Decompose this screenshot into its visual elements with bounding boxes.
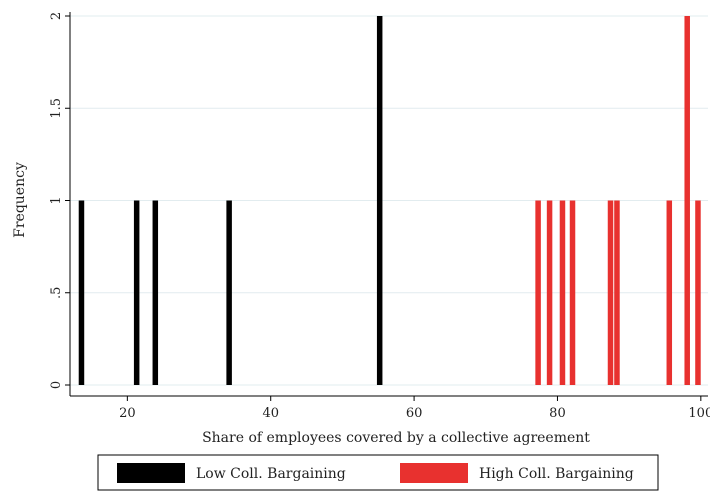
y-tick-label: 1.5 xyxy=(49,98,64,119)
bar-high xyxy=(607,200,614,385)
bar-low xyxy=(133,200,140,385)
x-tick-label: 20 xyxy=(119,406,136,421)
x-tick-label: 100 xyxy=(688,406,710,421)
bar-high xyxy=(684,16,690,385)
y-tick-label: .5 xyxy=(49,287,64,299)
bar-high xyxy=(666,200,673,385)
legend: Low Coll. Bargaining High Coll. Bargaini… xyxy=(97,454,659,491)
legend-label-low: Low Coll. Bargaining xyxy=(196,466,346,482)
legend-box xyxy=(97,454,659,491)
bar-low xyxy=(376,16,383,385)
x-tick-label: 80 xyxy=(549,406,566,421)
x-axis: 20 40 60 80 100 xyxy=(70,395,710,421)
x-axis-title: Share of employees covered by a collecti… xyxy=(202,430,590,446)
bar-high xyxy=(569,200,576,385)
bar-high xyxy=(695,200,701,385)
bar-low xyxy=(226,200,232,385)
bar-high xyxy=(546,200,553,385)
x-tick-label: 40 xyxy=(262,406,279,421)
bar-low xyxy=(152,200,159,385)
x-tick-label: 60 xyxy=(406,406,423,421)
bar-low xyxy=(78,200,85,385)
gridlines xyxy=(70,15,708,386)
bar-high xyxy=(535,200,541,385)
legend-label-high: High Coll. Bargaining xyxy=(479,466,634,482)
y-tick-label: 2 xyxy=(49,12,64,20)
bar-high xyxy=(559,200,566,385)
bars xyxy=(78,16,701,385)
legend-swatch-low xyxy=(117,463,185,483)
legend-swatch-high xyxy=(400,463,468,483)
y-axis-title: Frequency xyxy=(12,162,28,238)
y-tick-label: 0 xyxy=(49,381,64,389)
y-axis: 0 .5 1 1.5 2 xyxy=(49,12,71,396)
y-tick-label: 1 xyxy=(49,196,64,204)
bar-high xyxy=(614,200,620,385)
